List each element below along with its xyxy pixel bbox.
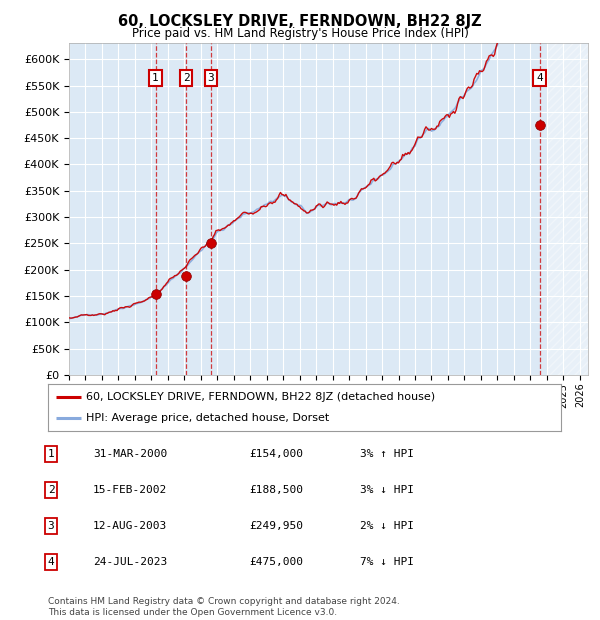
Text: £188,500: £188,500 — [249, 485, 303, 495]
Text: 60, LOCKSLEY DRIVE, FERNDOWN, BH22 8JZ (detached house): 60, LOCKSLEY DRIVE, FERNDOWN, BH22 8JZ (… — [86, 392, 436, 402]
Text: 12-AUG-2003: 12-AUG-2003 — [93, 521, 167, 531]
Text: 3: 3 — [208, 73, 214, 83]
Text: 24-JUL-2023: 24-JUL-2023 — [93, 557, 167, 567]
Text: 3% ↓ HPI: 3% ↓ HPI — [360, 485, 414, 495]
Text: 15-FEB-2002: 15-FEB-2002 — [93, 485, 167, 495]
Text: £249,950: £249,950 — [249, 521, 303, 531]
Text: 60, LOCKSLEY DRIVE, FERNDOWN, BH22 8JZ: 60, LOCKSLEY DRIVE, FERNDOWN, BH22 8JZ — [118, 14, 482, 29]
Text: 31-MAR-2000: 31-MAR-2000 — [93, 449, 167, 459]
Text: £154,000: £154,000 — [249, 449, 303, 459]
Text: 4: 4 — [47, 557, 55, 567]
Text: 1: 1 — [152, 73, 159, 83]
Text: 4: 4 — [536, 73, 543, 83]
Text: 3% ↑ HPI: 3% ↑ HPI — [360, 449, 414, 459]
Text: HPI: Average price, detached house, Dorset: HPI: Average price, detached house, Dors… — [86, 414, 330, 423]
Text: 7% ↓ HPI: 7% ↓ HPI — [360, 557, 414, 567]
Text: 2% ↓ HPI: 2% ↓ HPI — [360, 521, 414, 531]
Text: 1: 1 — [47, 449, 55, 459]
Text: 2: 2 — [183, 73, 190, 83]
Text: Price paid vs. HM Land Registry's House Price Index (HPI): Price paid vs. HM Land Registry's House … — [131, 27, 469, 40]
Text: 3: 3 — [47, 521, 55, 531]
Text: £475,000: £475,000 — [249, 557, 303, 567]
Text: 2: 2 — [47, 485, 55, 495]
Text: Contains HM Land Registry data © Crown copyright and database right 2024.
This d: Contains HM Land Registry data © Crown c… — [48, 598, 400, 617]
